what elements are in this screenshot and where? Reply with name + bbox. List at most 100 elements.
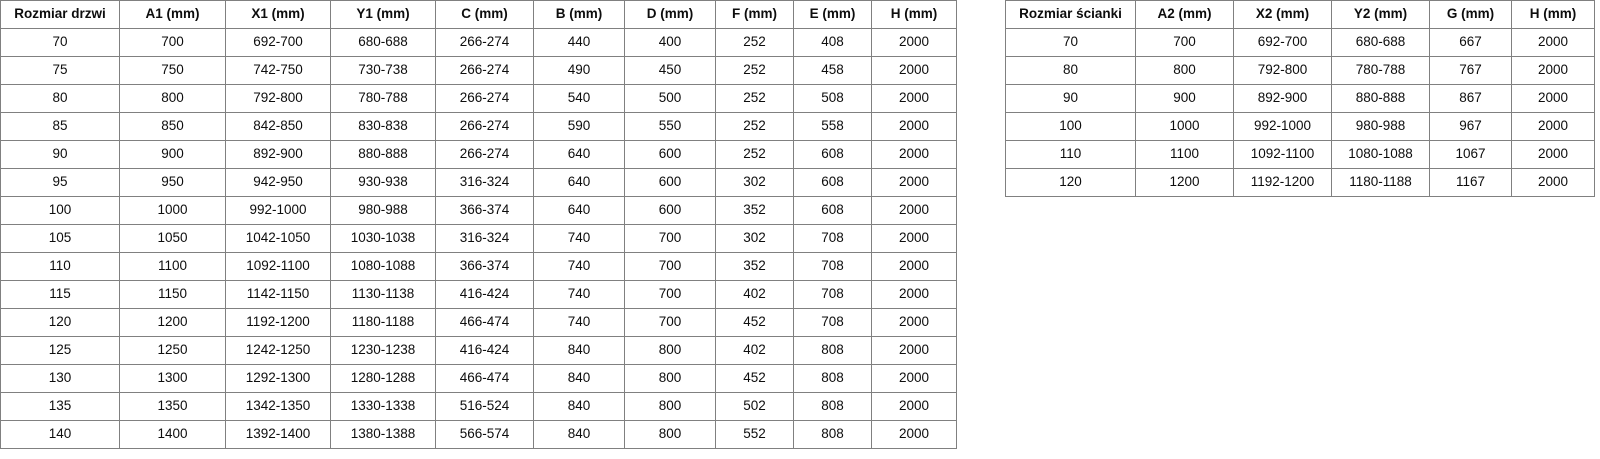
cell: 800 (624, 364, 716, 393)
cell: 550 (624, 112, 716, 141)
table-row: 110 1100 1092-1100 1080-1088 1067 2000 (1005, 140, 1595, 169)
cell: 2000 (871, 56, 957, 85)
table-row: 125 1250 1242-1250 1230-1238 416-424 840 800 40… (0, 336, 957, 365)
cell: 808 (793, 336, 872, 365)
cell: 110 (1005, 140, 1136, 169)
cell: 2000 (871, 364, 957, 393)
cell: 452 (715, 308, 794, 337)
cell: 120 (1005, 168, 1136, 197)
cell: 900 (1135, 84, 1234, 113)
cell: 1030-1038 (330, 224, 436, 253)
column-header-e: E (mm) (793, 0, 872, 29)
cell: 1200 (1135, 168, 1234, 197)
cell: 266-274 (435, 28, 534, 57)
table-row: 80 800 792-800 780-788 266-274 540 500 252 508 20… (0, 84, 957, 113)
cell: 1150 (119, 280, 226, 309)
cell: 110 (0, 252, 120, 281)
cell: 608 (793, 196, 872, 225)
cell: 2000 (1511, 56, 1595, 85)
cell: 700 (624, 280, 716, 309)
cell: 2000 (871, 224, 957, 253)
cell: 302 (715, 224, 794, 253)
wall-table-body: 70 700 692-700 680-688 667 2000 80 800 792-800 7… (1005, 28, 1595, 197)
cell: 880-888 (330, 140, 436, 169)
cell: 850 (119, 112, 226, 141)
cell: 1042-1050 (225, 224, 331, 253)
cell: 767 (1429, 56, 1512, 85)
cell: 2000 (871, 28, 957, 57)
cell: 266-274 (435, 56, 534, 85)
column-header-d: D (mm) (624, 0, 716, 29)
cell: 440 (533, 28, 625, 57)
cell: 680-688 (330, 28, 436, 57)
cell: 135 (0, 392, 120, 421)
cell: 780-788 (330, 84, 436, 113)
cell: 416-424 (435, 336, 534, 365)
cell: 2000 (871, 392, 957, 421)
cell: 1100 (1135, 140, 1234, 169)
cell: 2000 (1511, 140, 1595, 169)
cell: 316-324 (435, 168, 534, 197)
cell: 70 (1005, 28, 1136, 57)
cell: 252 (715, 140, 794, 169)
cell: 1100 (119, 252, 226, 281)
cell: 130 (0, 364, 120, 393)
table-row: 120 1200 1192-1200 1180-1188 466-474 740 700 45… (0, 308, 957, 337)
cell: 70 (0, 28, 120, 57)
cell: 980-988 (330, 196, 436, 225)
column-header-a1: A1 (mm) (119, 0, 226, 29)
cell: 1200 (119, 308, 226, 337)
table-row: 75 750 742-750 730-738 266-274 490 450 252 458 20… (0, 56, 957, 85)
cell: 1067 (1429, 140, 1512, 169)
cell: 1130-1138 (330, 280, 436, 309)
cell: 452 (715, 364, 794, 393)
cell: 840 (533, 420, 625, 449)
cell: 1292-1300 (225, 364, 331, 393)
cell: 1250 (119, 336, 226, 365)
cell: 508 (793, 84, 872, 113)
cell: 742-750 (225, 56, 331, 85)
cell: 2000 (871, 196, 957, 225)
cell: 566-574 (435, 420, 534, 449)
cell: 608 (793, 140, 872, 169)
cell: 1300 (119, 364, 226, 393)
table-row: 90 900 892-900 880-888 867 2000 (1005, 84, 1595, 113)
cell: 708 (793, 308, 872, 337)
cell: 840 (533, 392, 625, 421)
column-header-f: F (mm) (715, 0, 794, 29)
cell: 708 (793, 252, 872, 281)
column-header-a2: A2 (mm) (1135, 0, 1234, 29)
table-row: 85 850 842-850 830-838 266-274 590 550 252 558 20… (0, 112, 957, 141)
table-row: 110 1100 1092-1100 1080-1088 366-374 740 700 35… (0, 252, 957, 281)
cell: 840 (533, 336, 625, 365)
cell: 640 (533, 196, 625, 225)
wall-table-header: Rozmiar ścianki A2 (mm) X2 (mm) Y2 (mm) … (1005, 0, 1595, 29)
cell: 1092-1100 (225, 252, 331, 281)
table-row: 80 800 792-800 780-788 767 2000 (1005, 56, 1595, 85)
cell: 2000 (871, 112, 957, 141)
cell: 950 (119, 168, 226, 197)
cell: 125 (0, 336, 120, 365)
cell: 1350 (119, 392, 226, 421)
cell: 600 (624, 196, 716, 225)
cell: 590 (533, 112, 625, 141)
cell: 800 (624, 392, 716, 421)
cell: 692-700 (1233, 28, 1332, 57)
table-row: 100 1000 992-1000 980-988 967 2000 (1005, 112, 1595, 141)
door-table-body: 70 700 692-700 680-688 266-274 440 400 252 408 20… (0, 28, 957, 449)
cell: 1192-1200 (1233, 168, 1332, 197)
cell: 458 (793, 56, 872, 85)
column-header-rozmiar-drzwi: Rozmiar drzwi (0, 0, 120, 29)
cell: 808 (793, 392, 872, 421)
column-header-y1: Y1 (mm) (330, 0, 436, 29)
cell: 2000 (871, 168, 957, 197)
cell: 352 (715, 196, 794, 225)
cell: 302 (715, 168, 794, 197)
cell: 266-274 (435, 112, 534, 141)
cell: 1000 (1135, 112, 1234, 141)
cell: 640 (533, 140, 625, 169)
cell: 1180-1188 (1331, 168, 1430, 197)
cell: 140 (0, 420, 120, 449)
cell: 540 (533, 84, 625, 113)
